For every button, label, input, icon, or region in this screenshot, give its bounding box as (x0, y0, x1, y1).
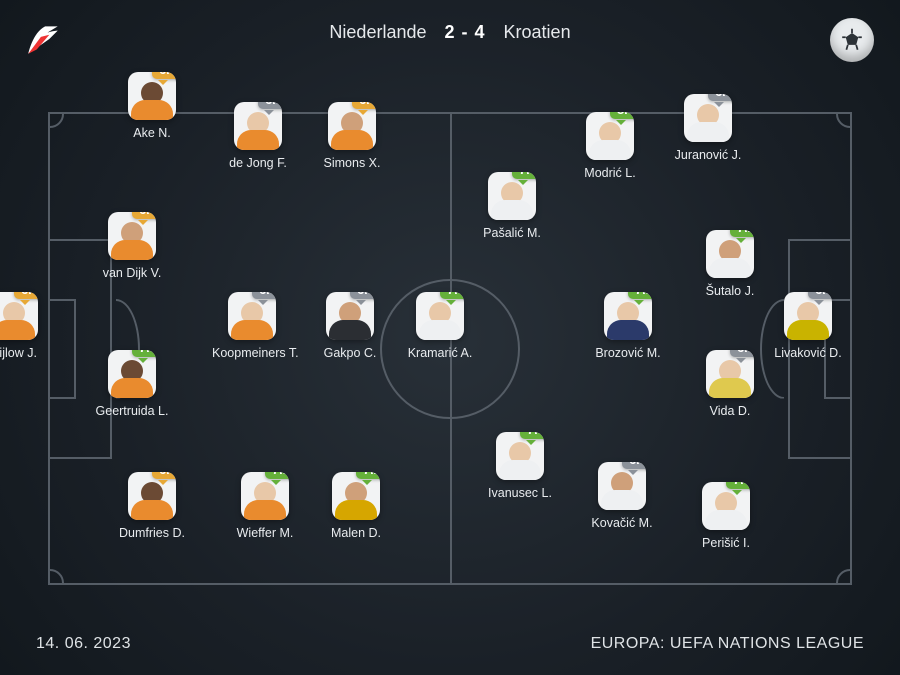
football-icon (830, 18, 874, 62)
player-head-icon (141, 82, 163, 104)
pitch-six-left (48, 299, 76, 399)
pitch-six-right (824, 299, 852, 399)
player-card: 6.0 (0, 292, 38, 340)
pitch-corner (836, 569, 864, 597)
header: Niederlande 2 - 4 Kroatien (0, 18, 900, 58)
away-team-name: Kroatien (504, 22, 571, 43)
rating-badge: 6.6 (708, 94, 732, 101)
rating-badge-tail-icon (20, 300, 30, 310)
app-logo-icon (22, 18, 64, 60)
rating-badge: 6.0 (14, 292, 38, 299)
pitch-corner (36, 569, 64, 597)
rating-badge-tail-icon (158, 80, 168, 90)
competition-name: EUROPA: UEFA NATIONS LEAGUE (591, 635, 864, 653)
pitch-corner (36, 100, 64, 128)
pitch (48, 112, 852, 585)
player-head-icon (3, 302, 25, 324)
scoreline: Niederlande 2 - 4 Kroatien (329, 22, 570, 43)
pitch-center-circle (380, 279, 520, 419)
footer: 14. 06. 2023 EUROPA: UEFA NATIONS LEAGUE (0, 635, 900, 653)
rating-badge-tail-icon (714, 102, 724, 112)
rating-badge: 6.5 (258, 102, 282, 109)
player-name: Bijlow J. (0, 346, 54, 360)
player-jersey-icon (0, 320, 35, 340)
rating-badge: 6.4 (352, 102, 376, 109)
rating-badge: 6.4 (152, 72, 176, 79)
match-date: 14. 06. 2023 (36, 635, 131, 653)
player: 6.0 Bijlow J. (0, 292, 54, 360)
pitch-corner (836, 100, 864, 128)
lineup-graphic: Niederlande 2 - 4 Kroatien 6.0Bijlow J.6… (0, 0, 900, 675)
score: 2 - 4 (445, 22, 486, 43)
home-team-name: Niederlande (329, 22, 426, 43)
